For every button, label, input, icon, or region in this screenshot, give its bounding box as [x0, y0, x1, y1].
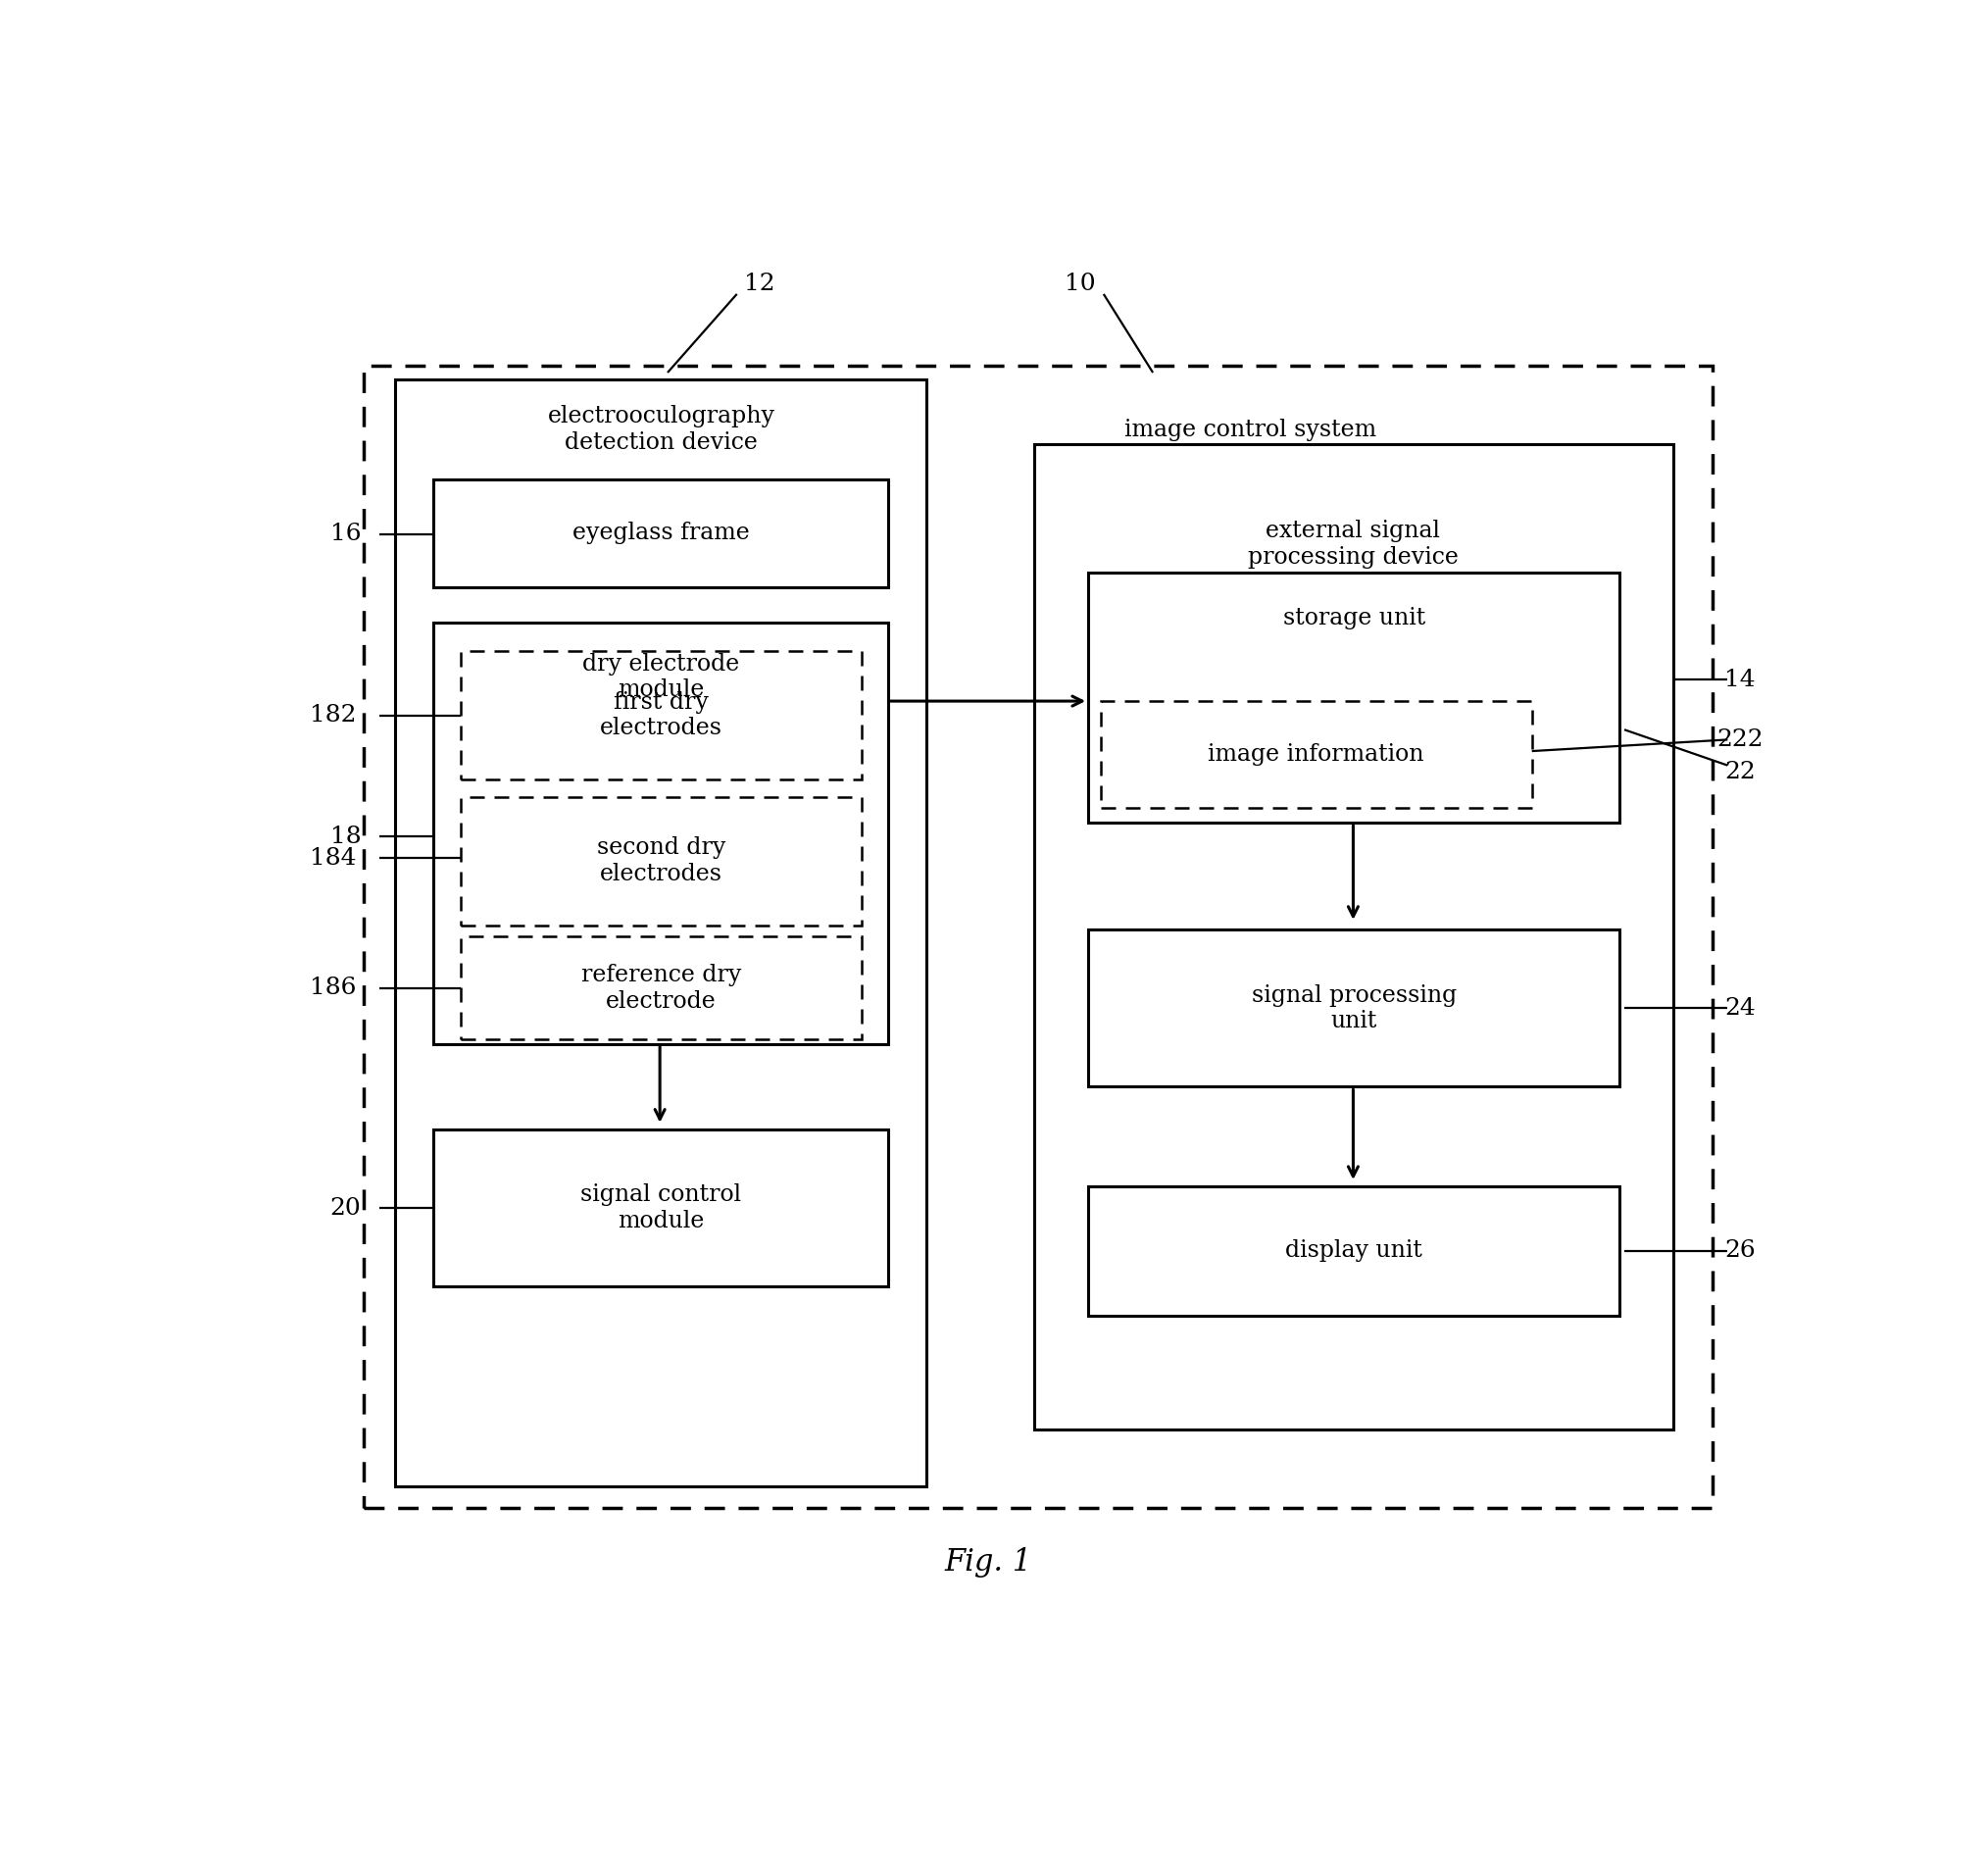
- Bar: [1087, 929, 1620, 1087]
- Text: image control system: image control system: [1123, 419, 1376, 441]
- Text: 24: 24: [1724, 996, 1755, 1020]
- Text: 10: 10: [1066, 273, 1095, 295]
- Text: second dry
electrodes: second dry electrodes: [596, 837, 726, 885]
- Bar: [461, 937, 861, 1039]
- Bar: [461, 651, 861, 779]
- Bar: [1087, 573, 1620, 822]
- Text: 20: 20: [330, 1196, 362, 1219]
- Bar: [461, 798, 861, 926]
- Text: 12: 12: [746, 273, 775, 295]
- Text: reference dry
electrode: reference dry electrode: [580, 965, 742, 1013]
- Text: 22: 22: [1724, 761, 1755, 785]
- Text: 14: 14: [1724, 668, 1755, 690]
- Bar: [396, 380, 926, 1486]
- Text: display unit: display unit: [1286, 1239, 1423, 1261]
- Text: 16: 16: [330, 523, 362, 545]
- Text: external signal
processing device: external signal processing device: [1248, 519, 1459, 568]
- Bar: [1034, 443, 1674, 1430]
- Text: 184: 184: [310, 848, 356, 870]
- Bar: [364, 365, 1712, 1508]
- Text: 26: 26: [1724, 1239, 1755, 1261]
- Text: eyeglass frame: eyeglass frame: [573, 521, 749, 545]
- Text: image information: image information: [1209, 744, 1423, 766]
- Bar: [1087, 1187, 1620, 1315]
- Text: 18: 18: [330, 825, 362, 848]
- Text: storage unit: storage unit: [1282, 607, 1425, 629]
- Text: 222: 222: [1716, 729, 1763, 751]
- Text: dry electrode
module: dry electrode module: [582, 653, 740, 701]
- Bar: [1101, 701, 1533, 809]
- Text: signal processing
unit: signal processing unit: [1250, 983, 1457, 1033]
- Bar: [433, 480, 889, 586]
- Text: 182: 182: [310, 705, 356, 727]
- Text: 186: 186: [310, 978, 356, 1000]
- Text: signal control
module: signal control module: [580, 1183, 742, 1232]
- Text: first dry
electrodes: first dry electrodes: [600, 692, 724, 740]
- Text: Fig. 1: Fig. 1: [944, 1547, 1032, 1577]
- Bar: [433, 623, 889, 1044]
- Text: electrooculography
detection device: electrooculography detection device: [549, 406, 775, 454]
- Bar: [433, 1130, 889, 1287]
